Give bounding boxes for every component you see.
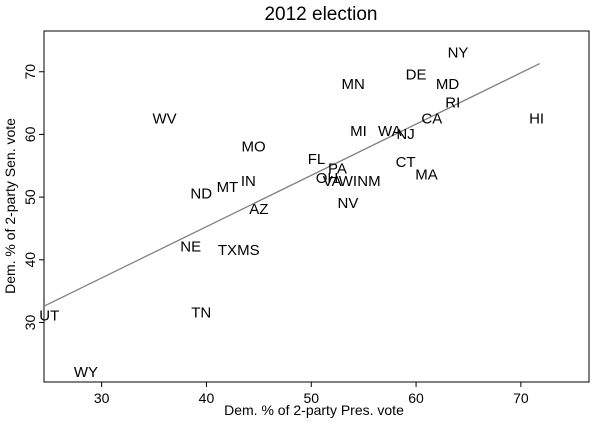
y-tick-label: 60 <box>22 126 38 142</box>
point-label-de: DE <box>406 66 427 83</box>
x-tick-label: 40 <box>199 390 215 406</box>
point-label-ct: CT <box>396 154 416 171</box>
point-label-nv: NV <box>338 195 359 212</box>
y-tick-label: 50 <box>22 189 38 205</box>
point-label-wy: WY <box>74 364 98 381</box>
y-tick-label: 30 <box>22 314 38 330</box>
x-axis-label: Dem. % of 2-party Pres. vote <box>224 402 404 418</box>
x-axis: 30 40 50 60 70 <box>94 382 529 406</box>
x-tick-label: 70 <box>513 390 529 406</box>
point-label-ri: RI <box>445 95 460 112</box>
point-label-md: MD <box>436 76 459 93</box>
point-label-wv: WV <box>152 110 176 127</box>
fit-line <box>43 63 541 307</box>
y-tick-label: 40 <box>22 252 38 268</box>
point-label-az: AZ <box>249 201 268 218</box>
point-label-va: VA <box>323 173 342 190</box>
y-axis-label: Dem. % of 2-party Sen. vote <box>2 118 18 294</box>
point-label-ma: MA <box>415 167 438 184</box>
point-label-wi: WI <box>339 173 357 190</box>
point-label-nd: ND <box>190 185 212 202</box>
point-label-tn: TN <box>191 305 211 322</box>
point-label-nm: NM <box>357 173 380 190</box>
point-label-hi: HI <box>529 110 544 127</box>
x-tick-label: 60 <box>408 390 424 406</box>
x-tick-label: 50 <box>303 390 319 406</box>
chart-title: 2012 election <box>264 4 377 25</box>
point-label-mt: MT <box>217 179 239 196</box>
y-tick-label: 70 <box>22 64 38 80</box>
point-label-mo: MO <box>242 138 266 155</box>
point-label-mi: MI <box>350 123 367 140</box>
x-tick-label: 30 <box>94 390 110 406</box>
point-label-tx: TX <box>218 242 237 259</box>
point-label-nj: NJ <box>396 126 414 143</box>
point-label-ne: NE <box>180 239 201 256</box>
point-label-wa: WA <box>378 123 402 140</box>
point-label-oh: OH <box>316 170 339 187</box>
point-label-in: IN <box>241 173 256 190</box>
point-label-ny: NY <box>448 44 469 61</box>
point-label-ca: CA <box>421 110 442 127</box>
point-label-pa: PA <box>328 160 347 177</box>
plot-frame <box>43 30 590 383</box>
point-label-ms: MS <box>237 242 260 259</box>
y-axis: 30 40 50 60 70 <box>22 64 44 330</box>
point-label-ut: UT <box>39 308 59 325</box>
point-label-mn: MN <box>342 76 365 93</box>
point-label-fl: FL <box>308 151 326 168</box>
